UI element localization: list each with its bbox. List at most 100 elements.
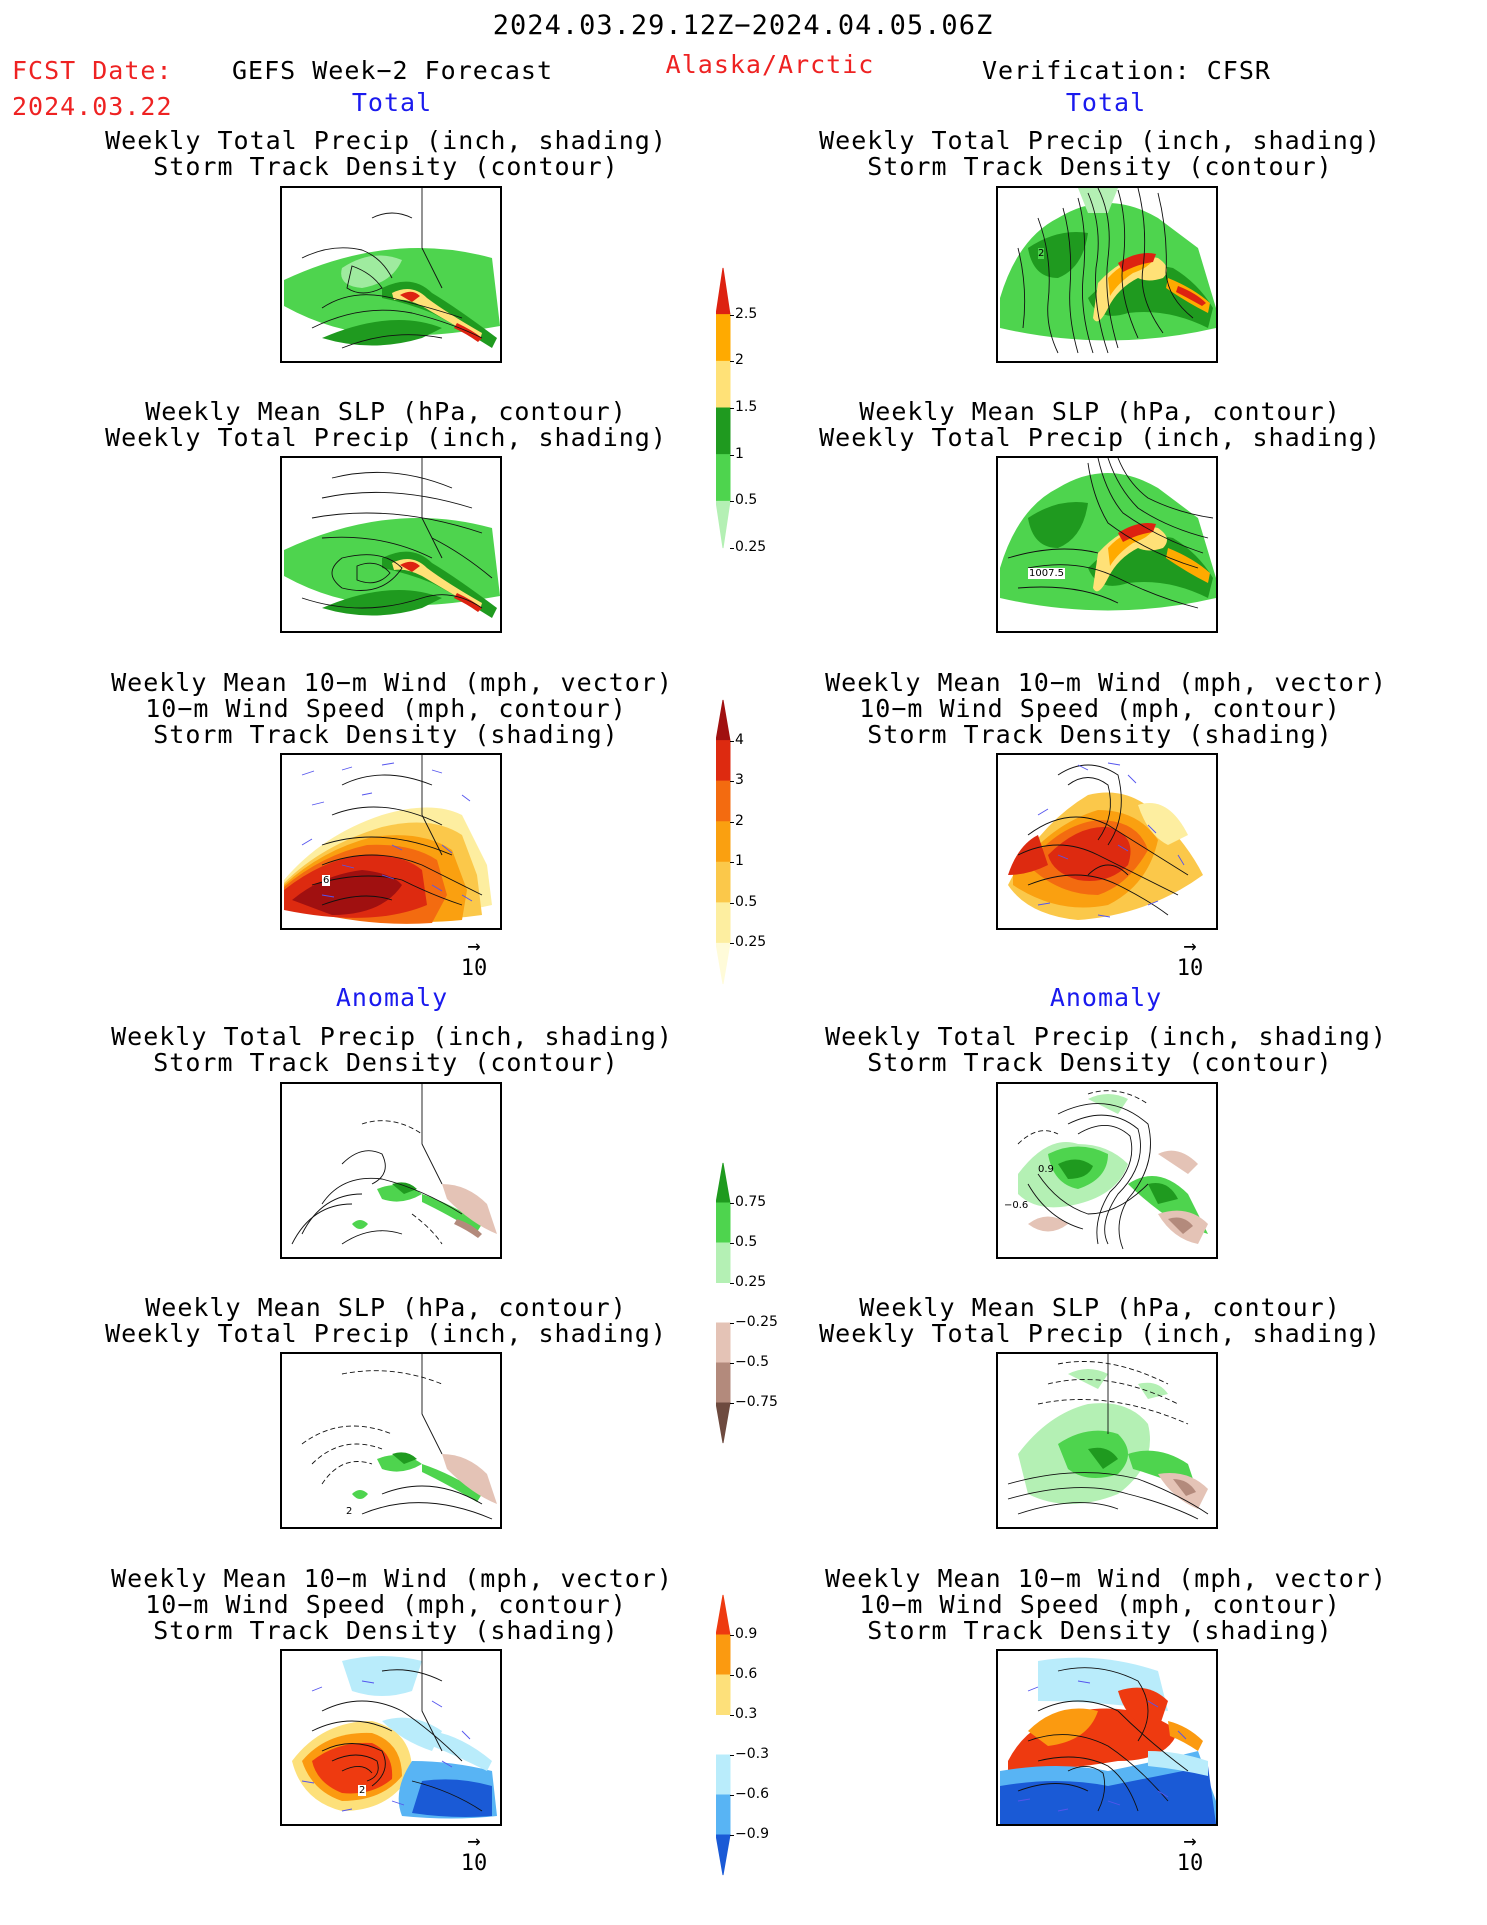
colorbar-tick [730, 781, 734, 783]
section-anomaly-right: Anomaly [1049, 983, 1163, 1012]
title-r2-right-2: Weekly Total Precip (inch, shading) [819, 423, 1381, 452]
colorbar-tick [730, 314, 734, 316]
title-r4-left-2: Storm Track Density (contour) [153, 1048, 619, 1077]
map-r2-left [280, 456, 502, 633]
colorbar-tick [730, 1283, 734, 1284]
colorbar-label: 0.5 [735, 1234, 758, 1250]
colorbar-label: 0.3 [735, 1706, 758, 1722]
colorbar-label: −0.75 [735, 1394, 778, 1410]
colorbar-tick [730, 902, 734, 904]
colorbar-label: 0.5 [735, 492, 758, 509]
colorbar-label: 3 [735, 772, 744, 789]
section-total-right: Total [1065, 88, 1147, 117]
title-r5-left-1: Weekly Mean SLP (hPa, contour) [145, 1293, 627, 1322]
colorbar-tick [730, 1755, 734, 1756]
colorbar-label: −0.25 [735, 1314, 778, 1330]
colorbar-label: 0.75 [735, 1194, 767, 1210]
title-r6-left-1: Weekly Mean 10−m Wind (mph, vector) [111, 1564, 673, 1593]
colorbar-svg [716, 1594, 731, 1876]
colorbar-tick [730, 1243, 734, 1244]
colorbar-segment [716, 1794, 731, 1836]
title-r2-left-2: Weekly Total Precip (inch, shading) [105, 423, 667, 452]
title-r5-right-1: Weekly Mean SLP (hPa, contour) [859, 1293, 1341, 1322]
title-r3-left-2: 10−m Wind Speed (mph, contour) [145, 694, 627, 723]
colorbar-segment [716, 1634, 731, 1676]
colorbar-label: 0.25 [735, 934, 767, 951]
colorbar-tick [730, 862, 734, 864]
vector-scale-r6-right: → 10 [1176, 1829, 1204, 1877]
title-r4-right-1: Weekly Total Precip (inch, shading) [825, 1022, 1387, 1051]
colorbar-label: 0.5 [735, 893, 758, 910]
colorbar-segment [716, 1283, 730, 1323]
colorbar-segment [716, 1674, 731, 1716]
colorbar-tick [730, 1203, 734, 1204]
colorbar-tick [730, 1675, 734, 1676]
map-r5-right [996, 1352, 1218, 1529]
colorbar-label: 1 [735, 445, 744, 462]
fcst-date-value: 2024.03.22 [12, 92, 173, 121]
title-r2-right-1: Weekly Mean SLP (hPa, contour) [859, 397, 1341, 426]
title-r6-right-1: Weekly Mean 10−m Wind (mph, vector) [825, 1564, 1387, 1593]
colorbar-segment [716, 1754, 731, 1796]
title-r3-right-3: Storm Track Density (shading) [867, 720, 1333, 749]
title-r1-right-2: Storm Track Density (contour) [867, 152, 1333, 181]
colorbar-tick [730, 1635, 734, 1636]
title-r6-right-3: Storm Track Density (shading) [867, 1616, 1333, 1645]
colorbar-segment [716, 1402, 731, 1444]
title-r1-left-1: Weekly Total Precip (inch, shading) [105, 126, 667, 155]
colorbar-tick [730, 408, 734, 409]
title-r6-left-2: 10−m Wind Speed (mph, contour) [145, 1590, 627, 1619]
colorbar-label: 2 [735, 352, 744, 369]
colorbar-segment [716, 942, 731, 985]
colorbar-tick [730, 1835, 734, 1836]
map-r4-right-label-b: −0.6 [1004, 1200, 1029, 1211]
colorbar-label: 0.25 [735, 1274, 767, 1290]
colorbar-tick [730, 1323, 734, 1324]
colorbar-label: 0.25 [735, 539, 767, 555]
map-r6-left: 2 [280, 1649, 502, 1826]
colorbar-svg [716, 699, 731, 985]
colorbar-label: 1.5 [735, 399, 758, 415]
colorbar-tick [730, 501, 734, 503]
map-r5-left-contour-label: 2 [346, 1506, 353, 1517]
vector-scale-r3-right: → 10 [1176, 934, 1204, 982]
colorbar-segment [716, 1594, 731, 1636]
map-r1-right-contour-label: 2 [1038, 248, 1045, 259]
date-range-title: 2024.03.29.12Z−2024.04.05.06Z [492, 10, 994, 41]
colorbar-tick [730, 454, 734, 456]
map-r1-left [280, 186, 502, 363]
map-r5-left: 2 [280, 1352, 502, 1529]
colorbar-segment [716, 1715, 730, 1755]
colorbar-label: 2 [735, 812, 744, 829]
colorbar-tick [730, 361, 734, 363]
colorbar-label: 4 [735, 731, 744, 748]
title-r5-right-2: Weekly Total Precip (inch, shading) [819, 1319, 1381, 1348]
title-r1-left-2: Storm Track Density (contour) [153, 152, 619, 181]
title-r3-right-2: 10−m Wind Speed (mph, contour) [859, 694, 1341, 723]
section-anomaly-left: Anomaly [335, 983, 449, 1012]
title-r6-right-2: 10−m Wind Speed (mph, contour) [859, 1590, 1341, 1619]
fcst-date-label: FCST Date: [12, 56, 173, 85]
map-r6-right [996, 1649, 1218, 1826]
colorbar-tick [730, 1403, 734, 1404]
map-r3-left: 6 [280, 753, 502, 930]
colorbar-label: −0.5 [735, 1354, 769, 1370]
colorbar-tick [730, 1795, 734, 1796]
title-r3-left-1: Weekly Mean 10−m Wind (mph, vector) [111, 668, 673, 697]
title-r2-left-1: Weekly Mean SLP (hPa, contour) [145, 397, 627, 426]
title-r1-right-1: Weekly Total Precip (inch, shading) [819, 126, 1381, 155]
colorbar-label: 1 [735, 853, 744, 870]
title-r4-left-1: Weekly Total Precip (inch, shading) [111, 1022, 673, 1051]
map-r3-right [996, 753, 1218, 930]
region-title: Alaska/Arctic [665, 50, 875, 79]
title-r3-right-1: Weekly Mean 10−m Wind (mph, vector) [825, 668, 1387, 697]
colorbar-segment [716, 1834, 731, 1876]
title-r4-right-2: Storm Track Density (contour) [867, 1048, 1333, 1077]
title-r6-left-3: Storm Track Density (shading) [153, 1616, 619, 1645]
map-r2-right-contour-label: 1007.5 [1028, 568, 1065, 579]
title-r5-left-2: Weekly Total Precip (inch, shading) [105, 1319, 667, 1348]
colorbar-tick [730, 1715, 734, 1716]
map-r1-right: 2 [996, 186, 1218, 363]
colorbar-tick [730, 740, 734, 742]
colorbar-tick [730, 548, 734, 549]
